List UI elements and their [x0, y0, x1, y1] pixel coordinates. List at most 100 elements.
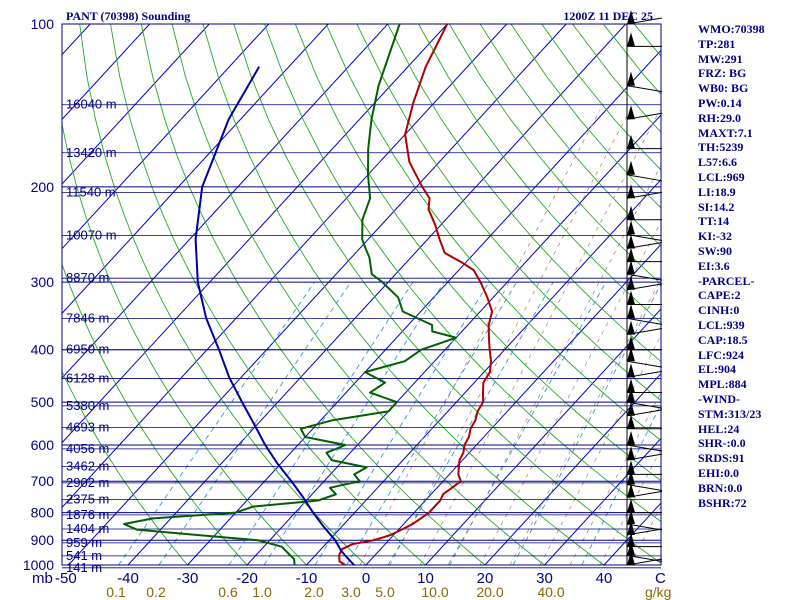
temperature-tick-label: -30: [177, 570, 199, 587]
index-item: BRN:0.0: [698, 480, 743, 495]
wind-barb-flag: [627, 234, 635, 249]
wind-barb-flag: [627, 510, 635, 524]
wind-barb: [626, 234, 663, 242]
pressure-label: 200: [31, 179, 55, 195]
height-label: 1404 m: [66, 521, 109, 536]
wind-barb-flag: [627, 260, 635, 275]
index-item: LFC:924: [698, 347, 744, 362]
index-item: SI:14.2: [698, 199, 735, 214]
pressure-label: 700: [31, 473, 55, 489]
mixing-ratio-label: 0.6: [218, 584, 238, 600]
index-item: WMO:70398: [698, 22, 765, 36]
wind-barb: [626, 444, 663, 452]
wind-barb-flag: [627, 551, 635, 565]
wind-barb-flag: [627, 541, 635, 556]
index-item: -PARCEL-: [698, 273, 755, 288]
pressure-label: 900: [31, 532, 55, 548]
wind-barb-flag: [627, 363, 635, 378]
dry-adiabat-line: [294, 24, 661, 482]
index-item: TP:281: [698, 36, 736, 51]
dry-adiabat-line: [418, 24, 661, 324]
height-label: 959 m: [66, 535, 102, 550]
isotherm-line: [68, 24, 567, 565]
index-item: SW:90: [698, 243, 733, 258]
wind-barb-flag: [627, 335, 635, 350]
wind-barb: [626, 401, 663, 409]
mixing-ratio-label: 2.0: [304, 584, 324, 600]
dewpoint-line: [123, 24, 458, 565]
dry-adiabat-line: [62, 263, 248, 565]
height-label: 141 m: [66, 560, 102, 575]
height-label: 8870 m: [66, 270, 109, 285]
dry-adiabat-line: [110, 24, 426, 565]
wind-barb: [626, 523, 663, 531]
mixing-ratio-line: [581, 403, 661, 565]
dry-adiabat-line: [325, 24, 661, 442]
wind-barb-flag: [627, 184, 635, 199]
isotherm-line: [62, 24, 508, 509]
isotherm-line: [246, 114, 661, 565]
index-item: LI:18.9: [698, 184, 736, 199]
height-label: 10070 m: [66, 227, 117, 242]
index-item: MW:291: [698, 51, 743, 66]
wind-barb-flag: [627, 160, 635, 175]
wind-barb-flag: [627, 71, 635, 86]
temperature-tick-label: 20: [477, 570, 494, 587]
height-label: 2375 m: [66, 492, 109, 507]
mixing-ratio-line: [346, 281, 518, 565]
pressure-label: 100: [31, 16, 55, 32]
wind-barb: [626, 317, 663, 325]
height-label: 3462 m: [66, 459, 109, 474]
mixing-ratio-label: 10.0: [421, 584, 448, 600]
wind-barb-flag: [627, 205, 635, 220]
wind-barb-flag: [627, 483, 635, 498]
isotherm-line: [484, 372, 661, 565]
temperature-tick-label: -50: [55, 570, 77, 587]
axis-corner-label: mb: [32, 570, 53, 587]
index-item: WB0: BG: [698, 81, 749, 96]
dry-adiabat-line: [233, 24, 661, 564]
pressure-label: 800: [31, 505, 55, 521]
height-label: 2902 m: [66, 475, 109, 490]
index-item: CAP:18.5: [698, 332, 748, 347]
height-label: 11540 m: [66, 185, 116, 200]
sounding-series: [123, 24, 494, 565]
wind-barb-flag: [627, 446, 635, 461]
mixing-ratio-line: [314, 281, 490, 565]
wind-barb-flag: [627, 347, 635, 362]
isotherm-line: [0, 24, 31, 565]
height-label: 1876 m: [66, 507, 109, 522]
chart-title: PANT (70398) Sounding: [66, 9, 190, 23]
dry-adiabat-line: [79, 24, 367, 565]
wind-barb: [626, 484, 663, 492]
wind-barb: [626, 174, 663, 182]
temperature-tick-label: -10: [296, 570, 318, 587]
index-item: EL:904: [698, 362, 737, 377]
plot-frame: [61, 23, 662, 566]
wind-barb-flag: [627, 431, 635, 445]
wind-barb: [626, 85, 663, 93]
chart-time: 1200Z 11 DEC 25: [563, 9, 653, 23]
sounding-indices-panel: WMO:70398 TP:281 MW:291 FRZ: BG WB0: BG PW:0.…: [698, 22, 765, 510]
wind-barb-flag: [627, 105, 635, 120]
dry-adiabat-line: [356, 24, 661, 402]
isotherm-line: [306, 178, 661, 565]
isotherm-line: [425, 308, 661, 565]
height-label: 13420 m: [66, 145, 117, 160]
temperature-tick-label: 10: [417, 570, 434, 587]
wind-barb-flag: [627, 498, 635, 513]
wind-barb-flag: [627, 10, 635, 24]
mixing-ratio-label: 40.0: [537, 584, 564, 600]
dry-adiabat-line: [62, 370, 188, 565]
mixing-ratio-label: 0.1: [106, 584, 126, 600]
wind-barb-flag: [627, 134, 635, 149]
index-item: SRDS:91: [698, 451, 745, 466]
isotherm-line: [62, 24, 270, 250]
dry-adiabat-line: [140, 24, 486, 565]
wind-barb-flag: [627, 304, 635, 319]
height-label: 4056 m: [66, 441, 109, 456]
isotherm-line: [62, 24, 389, 379]
temperature-tick-label: 30: [536, 570, 553, 587]
isotherm-line: [365, 243, 661, 565]
